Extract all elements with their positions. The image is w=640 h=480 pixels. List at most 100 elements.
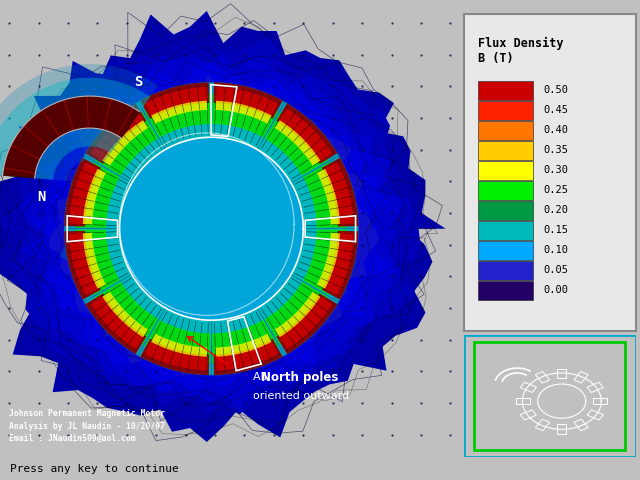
Wedge shape [151,101,207,124]
Bar [477,221,532,240]
Text: oriented outward: oriented outward [253,391,349,401]
Wedge shape [303,162,347,228]
Polygon shape [60,95,358,367]
Wedge shape [276,293,337,354]
Text: Flux Density
B (T): Flux Density B (T) [477,36,563,65]
Wedge shape [143,87,208,116]
Wedge shape [265,112,328,176]
Wedge shape [90,108,144,162]
Polygon shape [81,113,343,346]
Polygon shape [72,97,356,361]
Wedge shape [215,341,279,371]
Wedge shape [69,161,99,226]
Wedge shape [151,334,207,357]
Bar [477,101,532,120]
Wedge shape [140,83,209,119]
Wedge shape [102,120,148,166]
Text: 0.15: 0.15 [543,225,568,235]
Wedge shape [211,308,285,375]
Bar [477,261,532,279]
Wedge shape [216,334,272,357]
Wedge shape [65,229,132,302]
Polygon shape [0,78,150,180]
Wedge shape [102,292,148,337]
Wedge shape [85,103,147,164]
Wedge shape [212,94,278,138]
Wedge shape [257,275,339,356]
Text: Analysis by JL Naudin - 10/20/97: Analysis by JL Naudin - 10/20/97 [9,422,165,431]
Wedge shape [84,275,165,356]
Wedge shape [65,156,132,229]
Wedge shape [212,320,278,364]
Wedge shape [257,102,339,183]
Wedge shape [143,341,208,371]
Wedge shape [69,232,99,296]
Wedge shape [324,232,354,296]
Bar [477,121,532,140]
Wedge shape [265,282,328,345]
Wedge shape [145,320,211,364]
Wedge shape [275,120,321,166]
Wedge shape [95,282,158,345]
Wedge shape [275,292,321,337]
Polygon shape [75,103,346,350]
Wedge shape [145,94,211,138]
Polygon shape [3,96,140,178]
Wedge shape [322,158,358,227]
Text: Press any key to continue: Press any key to continue [10,464,179,474]
Bar [477,201,532,220]
Text: 0.30: 0.30 [543,165,568,175]
Wedge shape [322,231,358,300]
Wedge shape [65,158,101,227]
Text: North poles: North poles [260,371,338,384]
Wedge shape [291,156,358,229]
Polygon shape [20,54,410,411]
Wedge shape [214,83,283,119]
Bar [477,161,532,180]
Polygon shape [0,34,420,415]
Bar [477,280,532,300]
Text: 0.45: 0.45 [543,106,568,115]
Wedge shape [90,296,144,349]
Text: 0.35: 0.35 [543,145,568,156]
Polygon shape [82,108,347,353]
Wedge shape [317,168,340,225]
Wedge shape [214,339,283,375]
Text: 0.20: 0.20 [543,205,568,215]
Wedge shape [278,108,333,162]
Wedge shape [324,161,354,226]
Wedge shape [216,101,272,124]
Text: 0.25: 0.25 [543,185,568,195]
Wedge shape [215,87,279,116]
Wedge shape [85,293,147,354]
Wedge shape [76,162,120,228]
Text: 0.50: 0.50 [543,85,568,96]
Polygon shape [34,63,400,396]
Wedge shape [95,112,158,176]
Text: Email : JNaudin509@aol.com: Email : JNaudin509@aol.com [9,434,136,443]
Polygon shape [84,112,336,341]
Bar [477,81,532,100]
Text: 0.00: 0.00 [543,285,568,295]
Wedge shape [138,83,211,149]
Text: N: N [37,190,45,204]
Wedge shape [317,233,340,289]
Bar [477,181,532,200]
Polygon shape [0,64,158,181]
Wedge shape [278,296,333,349]
Bar [477,240,532,260]
Wedge shape [303,229,347,295]
Wedge shape [76,229,120,295]
Wedge shape [84,102,165,183]
Polygon shape [49,74,379,377]
Wedge shape [83,233,106,289]
Wedge shape [138,308,211,375]
Text: Johnson Permanent Magnetic Motor: Johnson Permanent Magnetic Motor [9,409,165,419]
Wedge shape [291,229,358,302]
Text: 0.40: 0.40 [543,125,568,135]
Bar [477,141,532,160]
Wedge shape [140,339,209,375]
Text: S: S [134,75,142,89]
Text: 0.05: 0.05 [543,265,568,275]
Polygon shape [0,11,445,442]
